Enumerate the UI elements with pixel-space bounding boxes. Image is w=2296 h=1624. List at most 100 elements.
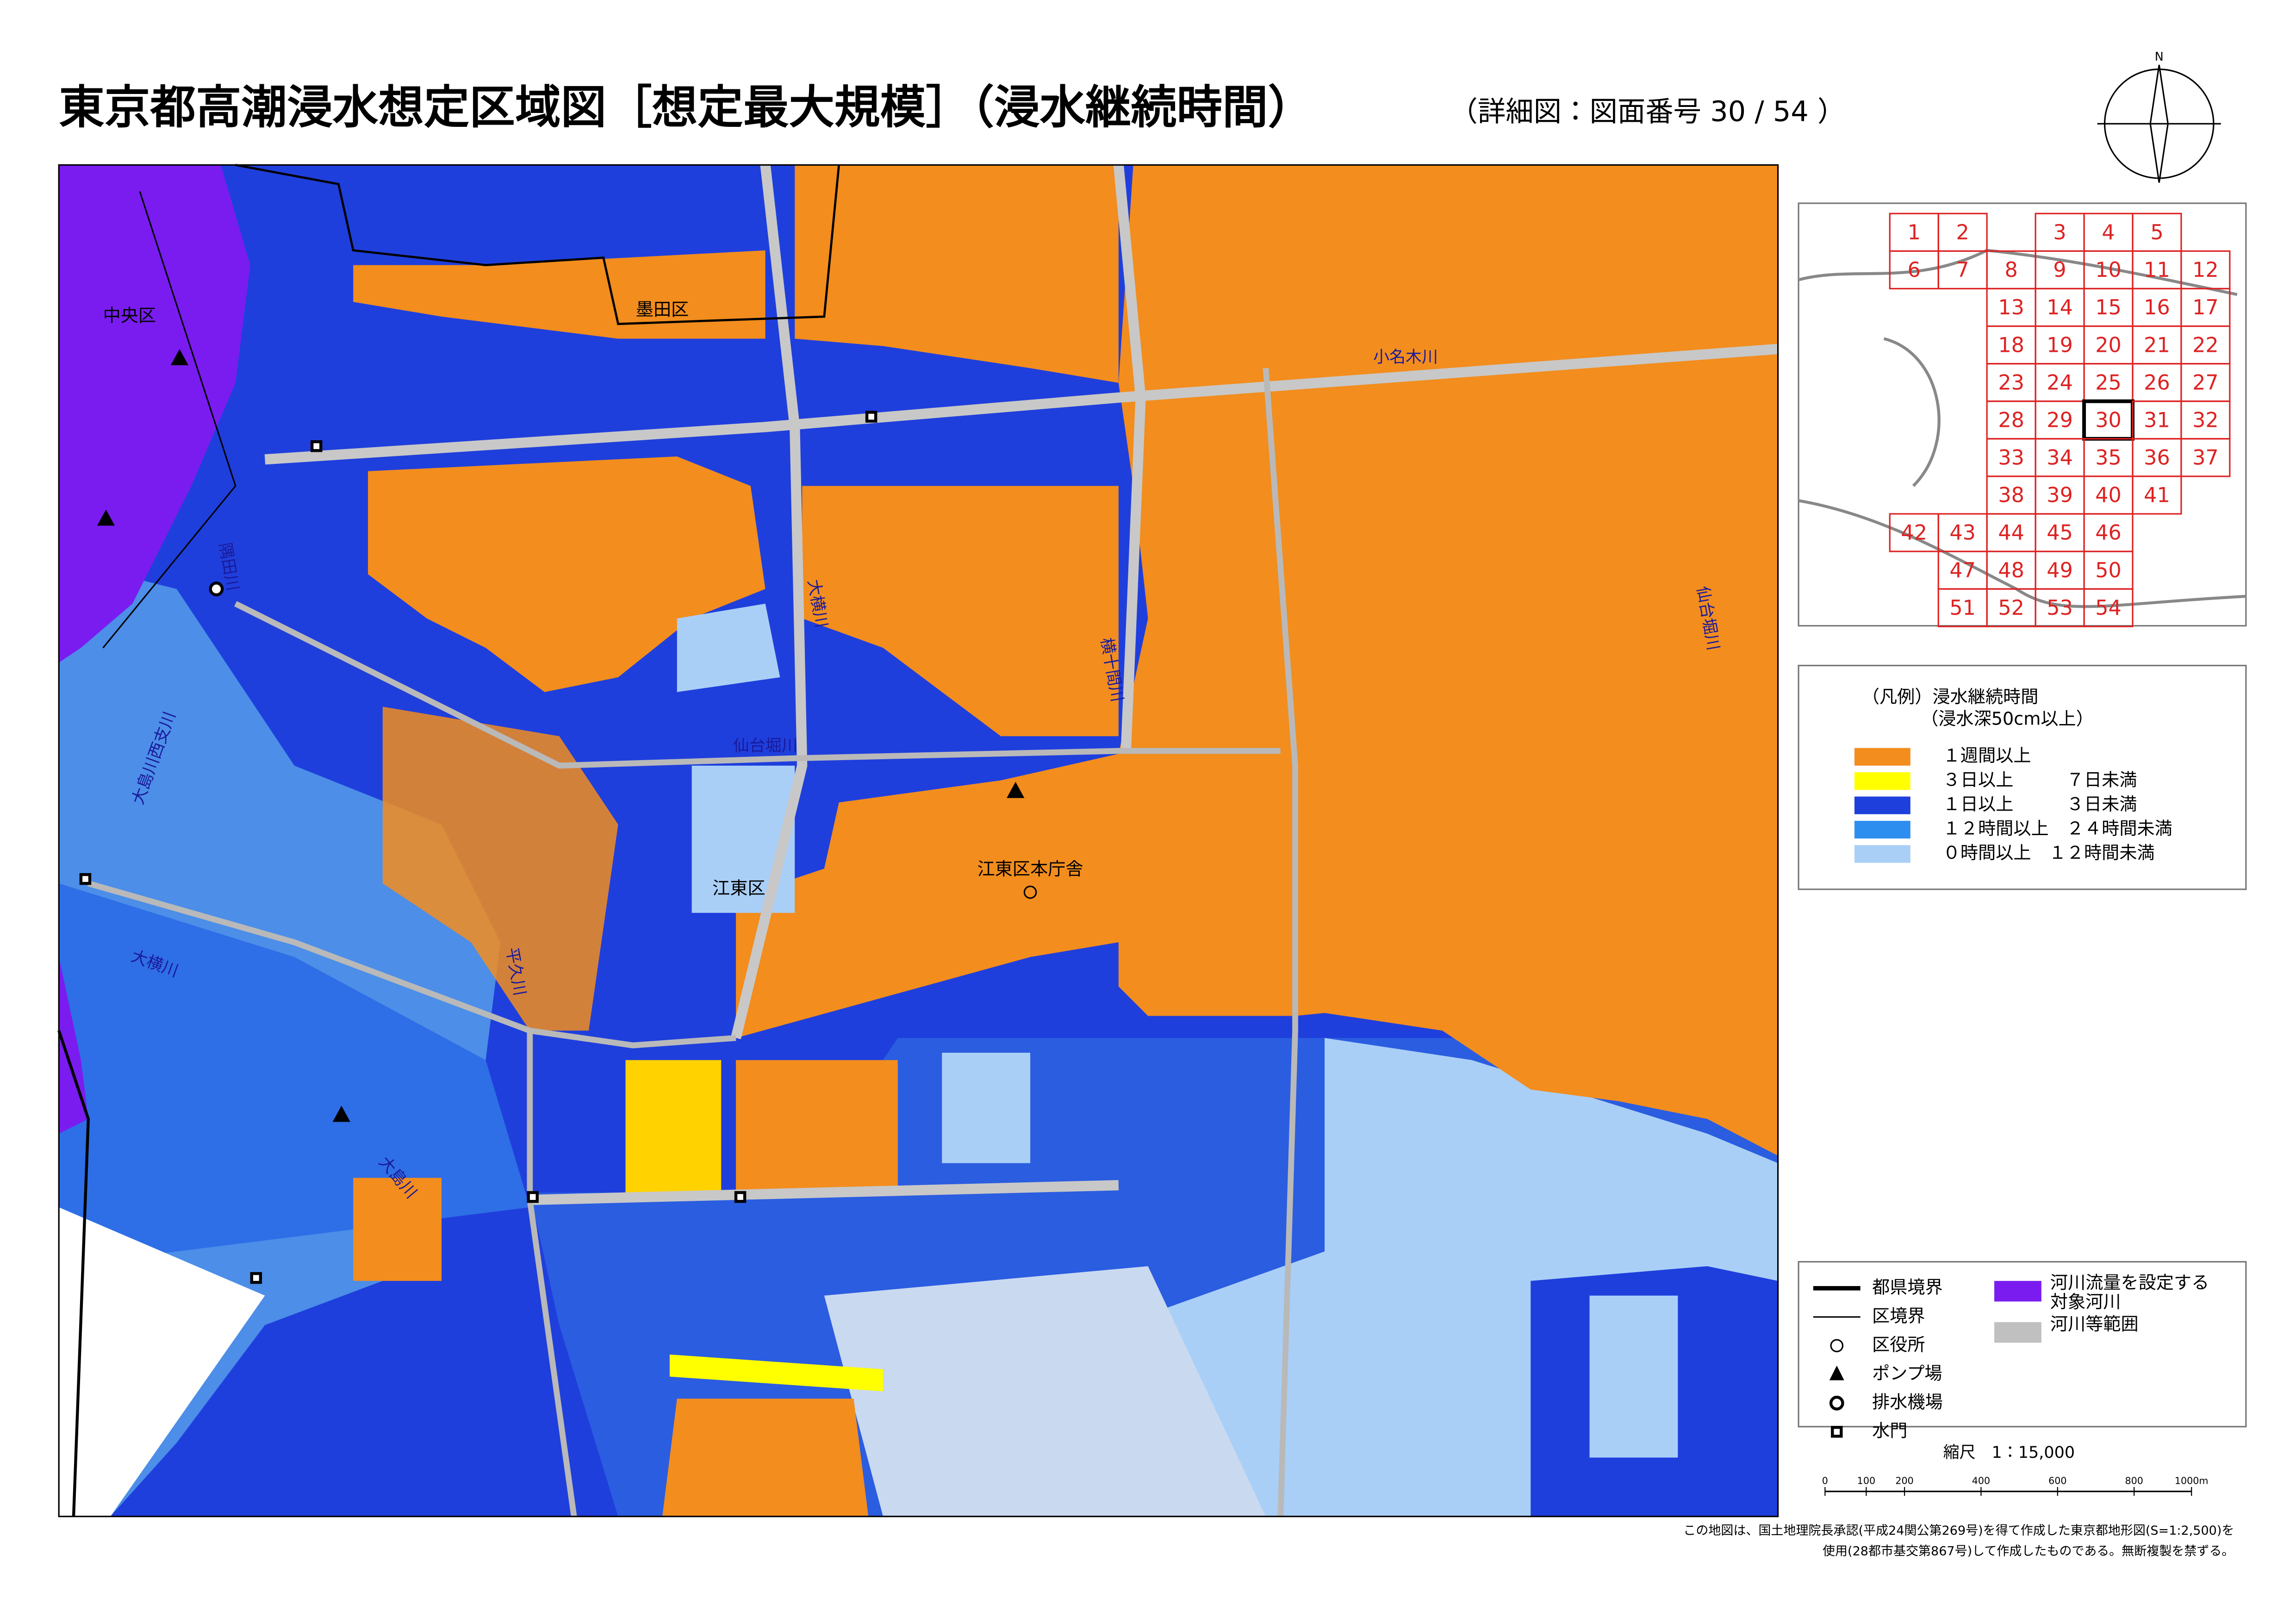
index-number: 48 <box>1998 559 2024 582</box>
legend-shape: １週間以上 ３日以上 ７日未満 １日以上 ３日未満 １２時間以上 ２４時間未満 ０時間以… <box>1854 745 2172 863</box>
index-number: 42 <box>1901 521 1927 545</box>
flood-map-shape <box>942 1052 1031 1163</box>
index-number: 15 <box>2095 296 2122 319</box>
legend-swatch <box>1854 796 1910 814</box>
north-label: N <box>2155 50 2164 63</box>
sluice-gate <box>250 1272 262 1284</box>
flood-map-shape <box>691 765 795 913</box>
index-number: 1 <box>1908 221 1921 244</box>
legend-label: １週間以上 <box>1943 745 2031 766</box>
index-number: 37 <box>2192 446 2219 470</box>
index-number: 39 <box>2047 484 2073 507</box>
symbol-sluice <box>1831 1426 1843 1438</box>
footnote-line: 使用(28都市基交第867号)して作成したものである。無断複製を禁ずる。 <box>1823 1544 2234 1559</box>
index-number: 22 <box>2192 333 2219 357</box>
flood-map <box>57 163 1779 1518</box>
sluice-gate <box>79 873 92 885</box>
legend-swatch <box>1854 821 1910 839</box>
symbol-label: 区境界 <box>1872 1305 1925 1326</box>
scale-tick-label: 600 <box>2048 1475 2066 1486</box>
scale-tick-label: 0 <box>1822 1475 1828 1486</box>
symbol-pump <box>1829 1365 1844 1380</box>
flood-map-shape <box>1589 1295 1678 1458</box>
index-number: 9 <box>2053 258 2066 282</box>
sluice-gate <box>734 1191 747 1203</box>
pump-station <box>332 1106 350 1122</box>
map-label: 中央区 <box>103 305 156 325</box>
index-number: 38 <box>1998 484 2024 507</box>
drainage-station <box>209 581 224 597</box>
index-number: 5 <box>2150 221 2163 244</box>
index-number: 52 <box>1998 596 2024 620</box>
flood-map-shape <box>59 957 88 1134</box>
index-number: 50 <box>2095 559 2122 582</box>
flood-map-shape <box>58 164 1779 1518</box>
legend-swatch <box>1854 772 1910 790</box>
flood-map-shape <box>234 601 1281 769</box>
scale-bar-shape: 0 100 200 400 600 800 1000m <box>1822 1475 2209 1496</box>
index-number: 54 <box>2095 596 2122 620</box>
flood-map-shape <box>264 344 1779 465</box>
pump-station <box>170 349 189 365</box>
index-number: 27 <box>2192 371 2219 394</box>
index-number: 40 <box>2095 484 2122 507</box>
index-cell <box>2083 588 2134 627</box>
title: 東京都高潮浸水想定区域図［想定最大規模］（浸水継続時間） <box>59 81 1313 134</box>
index-number: 17 <box>2192 296 2219 319</box>
index-number: 33 <box>1998 446 2024 470</box>
legend-subtitle: （浸水深50cm以上） <box>1921 709 2094 729</box>
index-number: 31 <box>2144 408 2170 432</box>
flood-map-shape <box>59 883 530 1267</box>
scale-label: 縮尺 1：15,000 <box>1943 1443 2075 1462</box>
scale-tick-label: 800 <box>2125 1475 2143 1486</box>
index-number: 4 <box>2102 221 2115 244</box>
index-number: 11 <box>2144 258 2170 282</box>
map-label: 江東区本庁舎 <box>977 859 1083 879</box>
index-number: 30 <box>2095 408 2122 432</box>
index-number: 47 <box>1949 559 1976 582</box>
flood-map-shape <box>669 1354 884 1392</box>
flood-map-shape <box>368 456 765 692</box>
index-number: 34 <box>2047 446 2073 470</box>
legend-label: ０時間以上 １２時間未満 <box>1943 843 2155 863</box>
symbol-label: 河川流量を設定する <box>2050 1273 2209 1293</box>
flood-map-shape <box>1113 164 1146 751</box>
footnote-line: この地図は、国土地理院長承認(平成24関公第269号)を得て作成した東京都地形図… <box>1683 1524 2234 1538</box>
index-number: 28 <box>1998 408 2024 432</box>
north-arrow: N <box>2097 50 2221 183</box>
map-label: 仙台堀川 <box>733 737 798 755</box>
scale-tick-label: 400 <box>1972 1475 1990 1486</box>
index-cell <box>2180 438 2231 477</box>
index-number: 24 <box>2047 371 2073 394</box>
sluice-gate <box>311 440 323 452</box>
flood-map-shape <box>353 250 765 339</box>
scale-bar: 縮尺 1：15,000 0 100 200 400 600 800 1000m <box>1822 1443 2209 1496</box>
index-number: 3 <box>2053 221 2066 244</box>
pump-station <box>97 509 115 526</box>
symbol-ward-office <box>1830 1339 1844 1353</box>
flood-map-shape <box>1263 368 1298 1517</box>
index-number: 36 <box>2144 446 2170 470</box>
index-number: 7 <box>1956 258 1969 282</box>
flood-map-shape <box>59 1207 265 1517</box>
symbol-label: 河川等範囲 <box>2050 1314 2139 1334</box>
index-number: 13 <box>1998 296 2024 319</box>
index-number: 20 <box>2095 333 2122 357</box>
flood-map-shape <box>736 1060 898 1193</box>
flood-map-shape <box>102 191 236 649</box>
index-number: 8 <box>2004 258 2017 282</box>
flood-map-shape <box>59 165 250 663</box>
index-number: 26 <box>2144 371 2170 394</box>
index-number: 45 <box>2047 521 2073 545</box>
flood-map-shape <box>529 1180 1119 1206</box>
scale-tick-label: 100 <box>1857 1475 1875 1486</box>
index-number: 44 <box>1998 521 2024 545</box>
legend-title: （凡例）浸水継続時間 <box>1862 687 2039 707</box>
legend-label: １２時間以上 ２４時間未満 <box>1943 818 2172 839</box>
legend-swatch <box>1854 748 1910 766</box>
